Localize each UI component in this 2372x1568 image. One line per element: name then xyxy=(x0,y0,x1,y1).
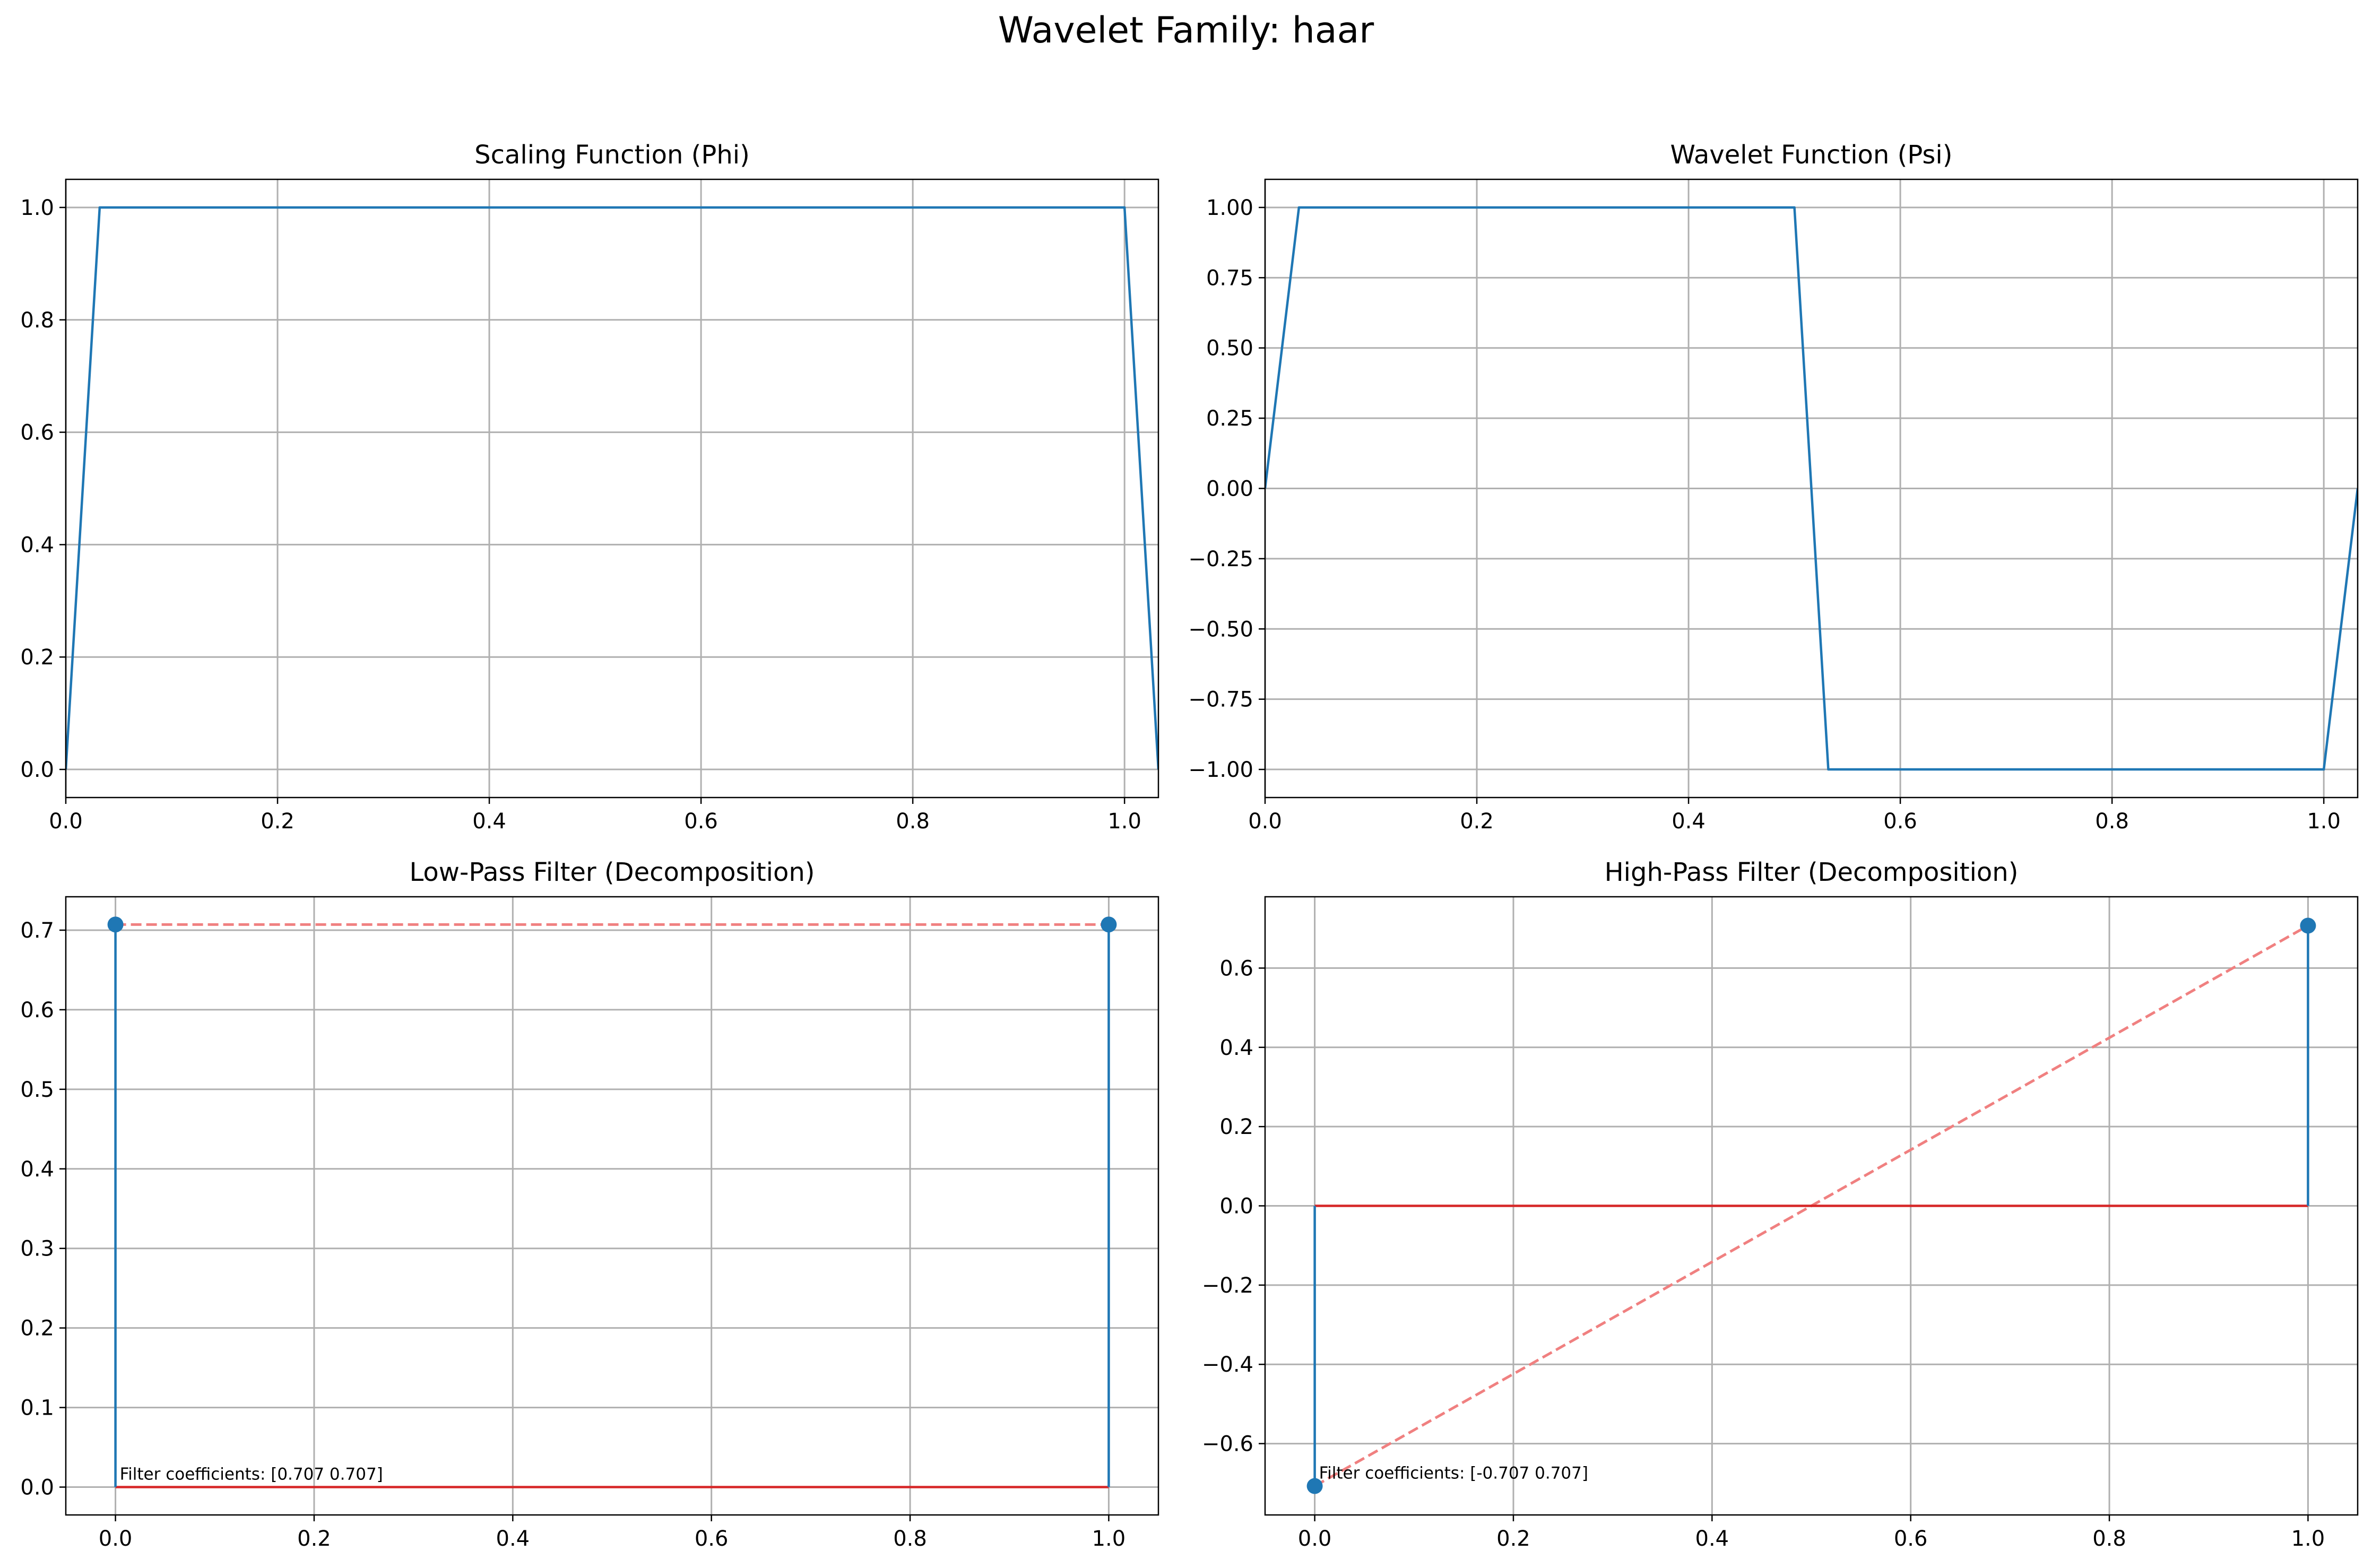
low-pass-filter-xtick-label-5: 1.0 xyxy=(1092,1527,1126,1551)
high-pass-filter-xtick-label-2: 0.4 xyxy=(1695,1527,1729,1551)
high-pass-filter-xtick-label-5: 1.0 xyxy=(2291,1527,2325,1551)
wavelet-function-ytick-label-0: −1.00 xyxy=(1188,758,1253,782)
high-pass-filter-title: High-Pass Filter (Decomposition) xyxy=(1605,857,2019,887)
low-pass-filter-xtick-label-2: 0.4 xyxy=(496,1527,530,1551)
high-pass-filter-ytick-label-5: 0.4 xyxy=(1219,1036,1253,1060)
wavelet-function-plot-area xyxy=(1265,206,2358,771)
scaling-function-title: Scaling Function (Phi) xyxy=(474,140,750,170)
wavelet-function-ytick-label-8: 1.00 xyxy=(1206,196,1253,220)
scaling-function-frame xyxy=(65,178,1159,799)
high-pass-filter-annotation: Filter coefficients: [-0.707 0.707] xyxy=(1319,1464,1588,1483)
wavelet-function-xtick-label-0: 0.0 xyxy=(1248,809,1282,834)
high-pass-filter-ytick-label-4: 0.2 xyxy=(1219,1115,1253,1139)
wavelet-function-xtick-label-1: 0.2 xyxy=(1460,809,1494,834)
wavelet-function-xtick-label-4: 0.8 xyxy=(2095,809,2129,834)
high-pass-filter-frame xyxy=(1264,896,2359,1516)
scaling-function-ytick-label-0: 0.0 xyxy=(20,758,54,782)
scaling-function-xtick-label-2: 0.4 xyxy=(472,809,506,834)
high-pass-filter-stem-marker-0 xyxy=(1306,1478,1323,1494)
low-pass-filter-ytick-label-0: 0.0 xyxy=(20,1476,54,1500)
figure-title: Wavelet Family: haar xyxy=(998,10,1374,51)
wavelet-function-series-line-0 xyxy=(1265,206,2358,771)
wavelet-function-ytick-label-7: 0.75 xyxy=(1206,266,1253,290)
scaling-function-ytick-label-1: 0.2 xyxy=(20,645,54,670)
low-pass-filter-ytick-label-6: 0.6 xyxy=(20,998,54,1023)
high-pass-filter-plot-area xyxy=(1313,924,2309,1487)
high-pass-filter-xtick-label-3: 0.6 xyxy=(1894,1527,1928,1551)
scaling-function-panel: Scaling Function (Phi) 0.0 0.2 0.4 0.6 0.8 1.0… xyxy=(20,140,1159,834)
low-pass-filter-ytick-label-7: 0.7 xyxy=(20,919,54,943)
low-pass-filter-xtick-label-4: 0.8 xyxy=(893,1527,927,1551)
high-pass-filter-ytick-label-0: −0.6 xyxy=(1202,1432,1253,1457)
high-pass-filter-stem-marker-1 xyxy=(2300,917,2316,934)
high-pass-filter-ytick-label-2: −0.2 xyxy=(1202,1274,1253,1298)
scaling-function-series-line-0 xyxy=(66,206,1158,770)
low-pass-filter-ytick-label-4: 0.4 xyxy=(20,1157,54,1182)
wavelet-function-ytick-label-4: 0.00 xyxy=(1206,477,1253,501)
scaling-function-ytick-label-2: 0.4 xyxy=(20,533,54,557)
low-pass-filter-title: Low-Pass Filter (Decomposition) xyxy=(409,857,815,887)
high-pass-filter-xtick-label-0: 0.0 xyxy=(1298,1527,1332,1551)
wavelet-function-xtick-label-5: 1.0 xyxy=(2307,809,2341,834)
low-pass-filter-stem-marker-0 xyxy=(107,916,124,933)
wavelet-function-ytick-label-2: −0.50 xyxy=(1188,617,1253,642)
wavelet-function-xtick-label-3: 0.6 xyxy=(1883,809,1917,834)
high-pass-filter-panel: High-Pass Filter (Decomposition) 0.0 0.2 0.… xyxy=(1202,857,2359,1551)
low-pass-filter-ytick-label-5: 0.5 xyxy=(20,1078,54,1102)
wavelet-function-title: Wavelet Function (Psi) xyxy=(1670,140,1952,170)
wavelet-function-ytick-label-3: −0.25 xyxy=(1188,547,1253,571)
wavelet-function-frame xyxy=(1264,178,2359,799)
low-pass-filter-panel: Low-Pass Filter (Decomposition) 0.0 0.2 0.4… xyxy=(20,857,1159,1551)
wavelet-function-ytick-label-1: −0.75 xyxy=(1188,688,1253,712)
low-pass-filter-annotation: Filter coefficients: [0.707 0.707] xyxy=(120,1465,383,1484)
high-pass-filter-xtick-label-1: 0.2 xyxy=(1496,1527,1530,1551)
low-pass-filter-frame xyxy=(65,896,1159,1516)
high-pass-filter-ytick-label-1: −0.4 xyxy=(1202,1353,1253,1377)
scaling-function-xtick-label-0: 0.0 xyxy=(49,809,83,834)
scaling-function-plot-area xyxy=(66,206,1158,770)
scaling-function-ytick-label-5: 1.0 xyxy=(20,196,54,220)
scaling-function-xtick-label-4: 0.8 xyxy=(896,809,930,834)
low-pass-filter-xtick-label-3: 0.6 xyxy=(695,1527,729,1551)
low-pass-filter-ytick-label-3: 0.3 xyxy=(20,1237,54,1261)
low-pass-filter-xtick-label-0: 0.0 xyxy=(99,1527,133,1551)
high-pass-filter-xtick-label-4: 0.8 xyxy=(2092,1527,2126,1551)
high-pass-filter-ytick-label-3: 0.0 xyxy=(1219,1194,1253,1219)
wavelet-function-ytick-label-6: 0.50 xyxy=(1206,336,1253,361)
scaling-function-xtick-label-5: 1.0 xyxy=(1107,809,1141,834)
scaling-function-xtick-label-3: 0.6 xyxy=(684,809,718,834)
low-pass-filter-ytick-label-2: 0.2 xyxy=(20,1316,54,1341)
scaling-function-xtick-label-1: 0.2 xyxy=(261,809,295,834)
wavelet-function-panel: Wavelet Function (Psi) 0.0 0.2 0.4 0.6 0.8 1.0… xyxy=(1188,140,2359,834)
low-pass-filter-stem-marker-1 xyxy=(1101,916,1117,933)
low-pass-filter-ytick-label-1: 0.1 xyxy=(20,1396,54,1420)
wavelet-function-xtick-label-2: 0.4 xyxy=(1672,809,1706,834)
high-pass-filter-ytick-label-6: 0.6 xyxy=(1219,956,1253,981)
low-pass-filter-plot-area xyxy=(114,923,1110,1488)
wavelet-function-ytick-label-5: 0.25 xyxy=(1206,406,1253,431)
scaling-function-ytick-label-3: 0.6 xyxy=(20,421,54,445)
low-pass-filter-xtick-label-1: 0.2 xyxy=(297,1527,331,1551)
scaling-function-ytick-label-4: 0.8 xyxy=(20,308,54,333)
